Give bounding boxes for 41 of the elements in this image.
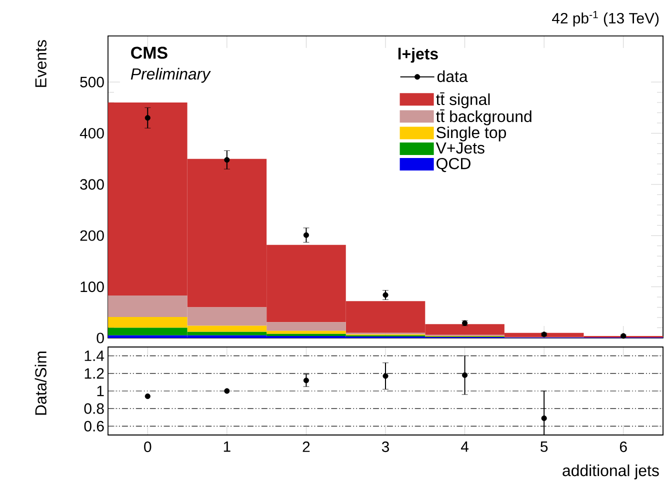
legend-label: tt̄ signal <box>436 92 490 108</box>
y-axis-title: Data/Sim <box>34 352 46 415</box>
y-tick-label: 100 <box>80 282 104 292</box>
y-tick-label: 500 <box>80 76 104 88</box>
x-tick-label: 2 <box>302 442 310 452</box>
y-tick-label: 1 <box>97 386 104 396</box>
y-tick-label: 0.8 <box>84 403 104 414</box>
point <box>144 394 150 400</box>
y-tick-label: 400 <box>80 128 104 139</box>
point <box>382 373 388 379</box>
point <box>303 232 310 238</box>
y-tick-label: 200 <box>80 230 104 242</box>
y-tick-label: 300 <box>80 179 104 190</box>
point <box>462 372 468 378</box>
y-tick-label: 0 <box>96 332 104 344</box>
y-tick-label: 0.6 <box>84 421 104 432</box>
annotation: Preliminary <box>130 68 211 83</box>
point <box>541 416 547 422</box>
point <box>303 378 310 384</box>
legend-label: V+Jets <box>436 142 484 154</box>
y-tick-label: 1.2 <box>84 368 104 379</box>
y-tick-label: 1.4 <box>84 350 104 362</box>
legend-label: data <box>437 70 468 82</box>
point <box>224 388 230 394</box>
point <box>144 115 150 121</box>
chart-title: 42 pb$^{-1}$ (13 TeV) <box>552 11 659 27</box>
x-tick-label: 0 <box>144 442 152 452</box>
point <box>224 157 230 163</box>
legend-label: QCD <box>436 158 470 172</box>
legend-title: l+jets <box>398 48 438 63</box>
x-axis-title: additional jets <box>562 464 659 480</box>
x-tick-label: 5 <box>540 442 548 452</box>
point <box>382 292 388 298</box>
x-tick-label: 4 <box>460 442 469 452</box>
legend-label: Single top <box>436 126 506 142</box>
x-tick-label: 1 <box>224 442 230 452</box>
annotation: CMS <box>131 46 168 59</box>
x-tick-label: 6 <box>620 442 627 452</box>
x-tick-label: 3 <box>382 442 390 452</box>
legend-label: tt̄ background <box>436 110 532 126</box>
y-axis-title: Events <box>35 40 46 88</box>
